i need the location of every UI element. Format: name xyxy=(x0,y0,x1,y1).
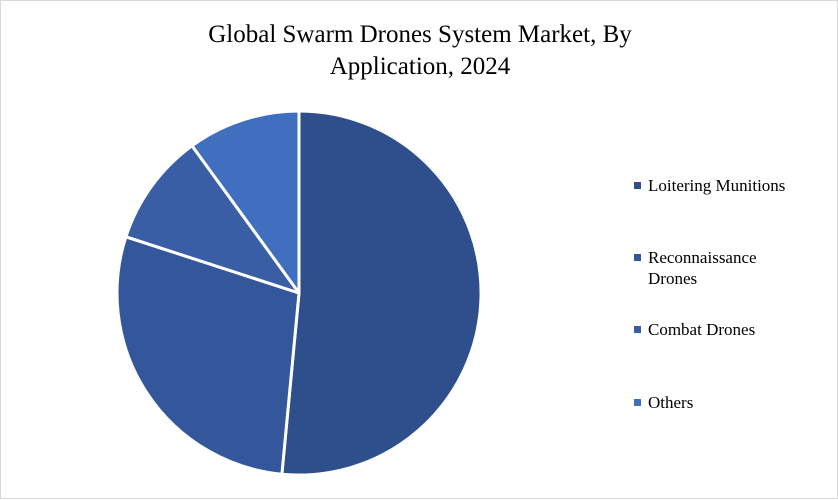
legend-label-1-line-0: Reconnaissance xyxy=(648,248,757,267)
legend-label-1: Reconnaissance Drones xyxy=(648,247,834,289)
pie-slice-1 xyxy=(115,235,301,476)
legend-swatch-0 xyxy=(634,182,641,189)
legend-label-1-line-1: Drones xyxy=(648,269,698,288)
legend-label-2-line-0: Combat Drones xyxy=(648,320,756,339)
legend-label-0: Loitering Munitions xyxy=(648,175,834,196)
legend-swatch-3 xyxy=(634,399,641,406)
pie-slice-0 xyxy=(280,109,483,477)
legend-label-3-line-0: Others xyxy=(648,393,694,412)
chart-title-line-1: Global Swarm Drones System Market, By xyxy=(208,21,632,48)
legend-label-2: Combat Drones xyxy=(648,319,834,340)
legend-label-0-line-0: Loitering Munitions xyxy=(648,176,786,195)
legend-label-3: Others xyxy=(648,392,834,413)
pie-slice-2 xyxy=(124,144,301,295)
legend-swatch-1 xyxy=(634,254,641,261)
pie-slice-3 xyxy=(190,109,301,295)
chart-title-line-2: Application, 2024 xyxy=(329,53,511,80)
legend-swatch-2 xyxy=(634,326,641,333)
chart-title: Global Swarm Drones System Market, By Ap… xyxy=(1,19,838,83)
